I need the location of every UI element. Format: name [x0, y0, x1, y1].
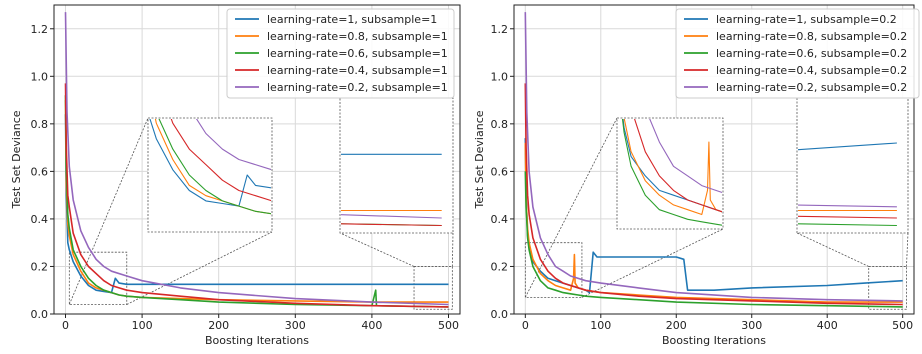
legend-label: learning-rate=0.8, subsample=1 [267, 30, 448, 43]
y-tick-label: 1.0 [491, 70, 509, 83]
zoom-connector [796, 232, 869, 267]
inset-series-line-2 [623, 119, 722, 216]
series-line-5 [524, 12, 903, 302]
legend-label: learning-rate=0.6, subsample=0.2 [716, 47, 907, 60]
series-line-3 [524, 171, 903, 308]
x-tick-label: 100 [132, 319, 153, 332]
y-tick-label: 1.2 [491, 23, 509, 36]
x-tick-label: 300 [741, 319, 762, 332]
y-tick-label: 0.0 [31, 308, 49, 321]
zoom-inset-1 [616, 117, 724, 230]
y-tick-label: 1.0 [31, 70, 49, 83]
x-tick-label: 500 [438, 319, 459, 332]
zoom-inset-frame [796, 97, 909, 234]
y-tick-label: 0.8 [31, 118, 49, 131]
legend-label: learning-rate=0.2, subsample=1 [267, 81, 448, 94]
zoom-connector [339, 232, 415, 267]
y-tick-label: 0.6 [31, 165, 49, 178]
zoom-inset-2 [339, 97, 454, 234]
y-tick-label: 0.2 [491, 260, 509, 273]
plot-frame [53, 4, 461, 315]
legend-label: learning-rate=1, subsample=0.2 [716, 13, 897, 26]
x-tick-label: 400 [361, 319, 382, 332]
y-tick-label: 0.0 [491, 308, 509, 321]
legend: learning-rate=1, subsample=1 learning-rat… [226, 8, 455, 99]
legend-label: learning-rate=1, subsample=1 [267, 13, 437, 26]
inset-series-line-5 [649, 119, 722, 194]
legend-box [675, 8, 920, 99]
x-tick-label: 200 [666, 319, 687, 332]
x-tick-label: 200 [208, 319, 229, 332]
zoom-region-box [413, 266, 453, 310]
zoom-region-box [68, 251, 128, 305]
zoom-connector [581, 228, 724, 298]
legend-label: learning-rate=0.6, subsample=1 [267, 47, 448, 60]
legend-box [226, 8, 455, 99]
y-tick-label: 0.4 [31, 213, 49, 226]
y-tick-label: 0.2 [31, 260, 49, 273]
zoom-connector [126, 231, 273, 305]
inset-series-line-5 [195, 119, 271, 171]
zoom-region-box [524, 242, 583, 298]
x-axis-title: Boosting Iterations [205, 334, 309, 347]
x-tick-label: 400 [817, 319, 838, 332]
y-axis-title: Test Set Deviance [473, 110, 486, 209]
legend-label: learning-rate=0.8, subsample=0.2 [716, 30, 907, 43]
x-tick-label: 300 [285, 319, 306, 332]
zoom-region-box [868, 266, 907, 310]
zoom-connector [451, 232, 454, 267]
series-line-5 [64, 12, 449, 306]
series-line-4 [64, 83, 449, 308]
plot-frame [513, 4, 915, 315]
zoom-connector [906, 232, 909, 267]
y-axis-title: Test Set Deviance [10, 110, 23, 209]
inset-series-line-4 [170, 119, 271, 202]
zoom-inset-frame [616, 117, 724, 230]
inset-series-line-4 [634, 119, 722, 213]
inset-series-line-1 [622, 119, 722, 213]
legend-label: learning-rate=0.4, subsample=1 [267, 64, 448, 77]
x-axis-title: Boosting Iterations [662, 334, 766, 347]
zoom-inset-1 [147, 117, 273, 233]
zoom-inset-frame [339, 97, 454, 234]
y-tick-label: 0.8 [491, 118, 509, 131]
zoom-inset-2 [796, 97, 909, 234]
inset-series-line-3 [158, 119, 271, 215]
legend: learning-rate=1, subsample=0.2 learning-r… [675, 8, 920, 99]
series-line-2 [524, 142, 903, 303]
y-tick-label: 0.6 [491, 165, 509, 178]
legend-label: learning-rate=0.2, subsample=0.2 [716, 81, 907, 94]
x-tick-label: 0 [522, 319, 529, 332]
x-tick-label: 0 [62, 319, 69, 332]
series-line-4 [524, 83, 903, 306]
y-tick-label: 1.2 [31, 23, 49, 36]
x-tick-label: 500 [892, 319, 913, 332]
x-tick-label: 100 [590, 319, 611, 332]
legend-label: learning-rate=0.4, subsample=0.2 [716, 64, 907, 77]
zoom-connector [68, 117, 149, 305]
inset-series-line-3 [621, 119, 722, 226]
y-tick-label: 0.4 [491, 213, 509, 226]
